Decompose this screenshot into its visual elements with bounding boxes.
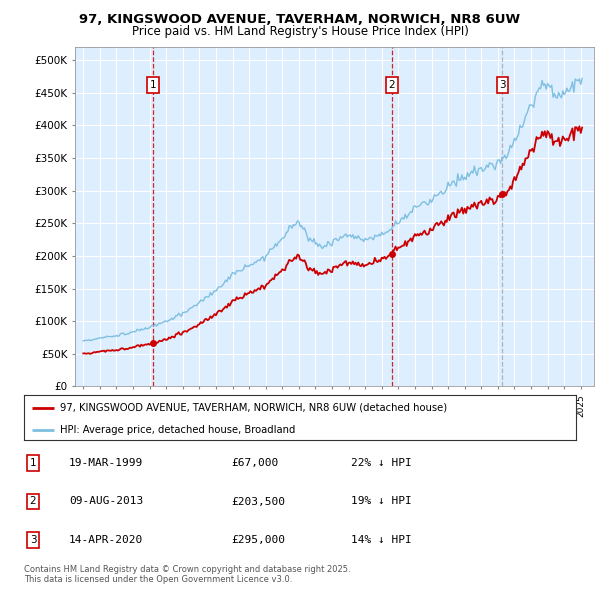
Text: £67,000: £67,000 [231,458,278,468]
Text: 19-MAR-1999: 19-MAR-1999 [69,458,143,468]
Text: 1: 1 [29,458,37,468]
Text: 1: 1 [150,80,157,90]
Text: 3: 3 [499,80,506,90]
Text: 14-APR-2020: 14-APR-2020 [69,535,143,545]
Text: 97, KINGSWOOD AVENUE, TAVERHAM, NORWICH, NR8 6UW: 97, KINGSWOOD AVENUE, TAVERHAM, NORWICH,… [79,13,521,26]
Text: Contains HM Land Registry data © Crown copyright and database right 2025.
This d: Contains HM Land Registry data © Crown c… [24,565,350,584]
Text: 22% ↓ HPI: 22% ↓ HPI [351,458,412,468]
Text: 19% ↓ HPI: 19% ↓ HPI [351,497,412,506]
Text: 2: 2 [29,497,37,506]
Text: 09-AUG-2013: 09-AUG-2013 [69,497,143,506]
Text: HPI: Average price, detached house, Broadland: HPI: Average price, detached house, Broa… [60,425,295,435]
Text: 97, KINGSWOOD AVENUE, TAVERHAM, NORWICH, NR8 6UW (detached house): 97, KINGSWOOD AVENUE, TAVERHAM, NORWICH,… [60,403,447,412]
Text: 3: 3 [29,535,37,545]
Text: Price paid vs. HM Land Registry's House Price Index (HPI): Price paid vs. HM Land Registry's House … [131,25,469,38]
Text: 2: 2 [389,80,395,90]
Text: 14% ↓ HPI: 14% ↓ HPI [351,535,412,545]
Text: £203,500: £203,500 [231,497,285,506]
Text: £295,000: £295,000 [231,535,285,545]
